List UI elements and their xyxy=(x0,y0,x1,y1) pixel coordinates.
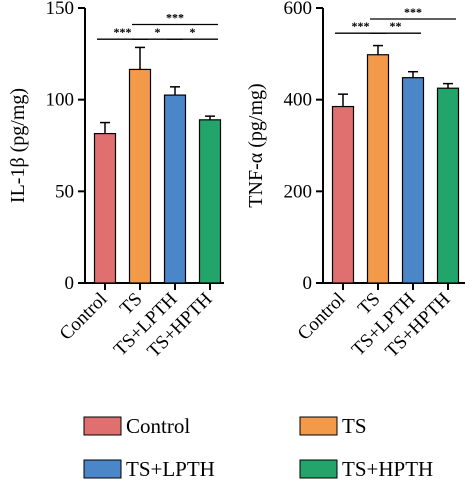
y-tick-label: 150 xyxy=(46,0,75,19)
y-axis-label: IL-1β (pg/mg) xyxy=(7,88,29,203)
significance-label: *** xyxy=(166,11,184,25)
legend-swatch xyxy=(83,416,122,436)
significance-label: *** xyxy=(114,25,132,39)
legend-swatch xyxy=(83,459,122,479)
y-axis-label: TNF-α (pg/mg) xyxy=(245,83,267,207)
significance-label: ** xyxy=(390,19,402,33)
bar xyxy=(93,132,117,284)
bar xyxy=(331,105,355,284)
x-tick-label: Control xyxy=(56,289,112,345)
bar xyxy=(163,94,187,284)
x-tick-label: Control xyxy=(294,289,350,345)
legend-label: TS xyxy=(342,414,367,438)
legend-swatch xyxy=(299,416,338,436)
bar xyxy=(436,87,460,284)
bar xyxy=(401,77,425,284)
y-tick-label: 0 xyxy=(303,273,313,294)
y-tick-label: 200 xyxy=(284,181,313,202)
bar xyxy=(366,54,390,284)
legend-label: TS+HPTH xyxy=(342,457,433,481)
bar xyxy=(198,119,222,284)
bar xyxy=(128,68,152,284)
y-tick-label: 400 xyxy=(284,90,313,111)
legend-label: TS+LPTH xyxy=(126,457,215,481)
y-tick-label: 0 xyxy=(65,273,75,294)
significance-label: * xyxy=(155,25,161,39)
significance-label: * xyxy=(190,25,196,39)
y-tick-label: 600 xyxy=(284,0,313,19)
legend-label: Control xyxy=(126,414,190,438)
significance-label: *** xyxy=(352,19,370,33)
significance-label: *** xyxy=(404,5,422,19)
y-tick-label: 50 xyxy=(55,181,74,202)
y-tick-label: 100 xyxy=(46,90,75,111)
legend-swatch xyxy=(299,459,338,479)
legend: Control TS TS+LPTH TS+HPTH xyxy=(83,414,433,481)
